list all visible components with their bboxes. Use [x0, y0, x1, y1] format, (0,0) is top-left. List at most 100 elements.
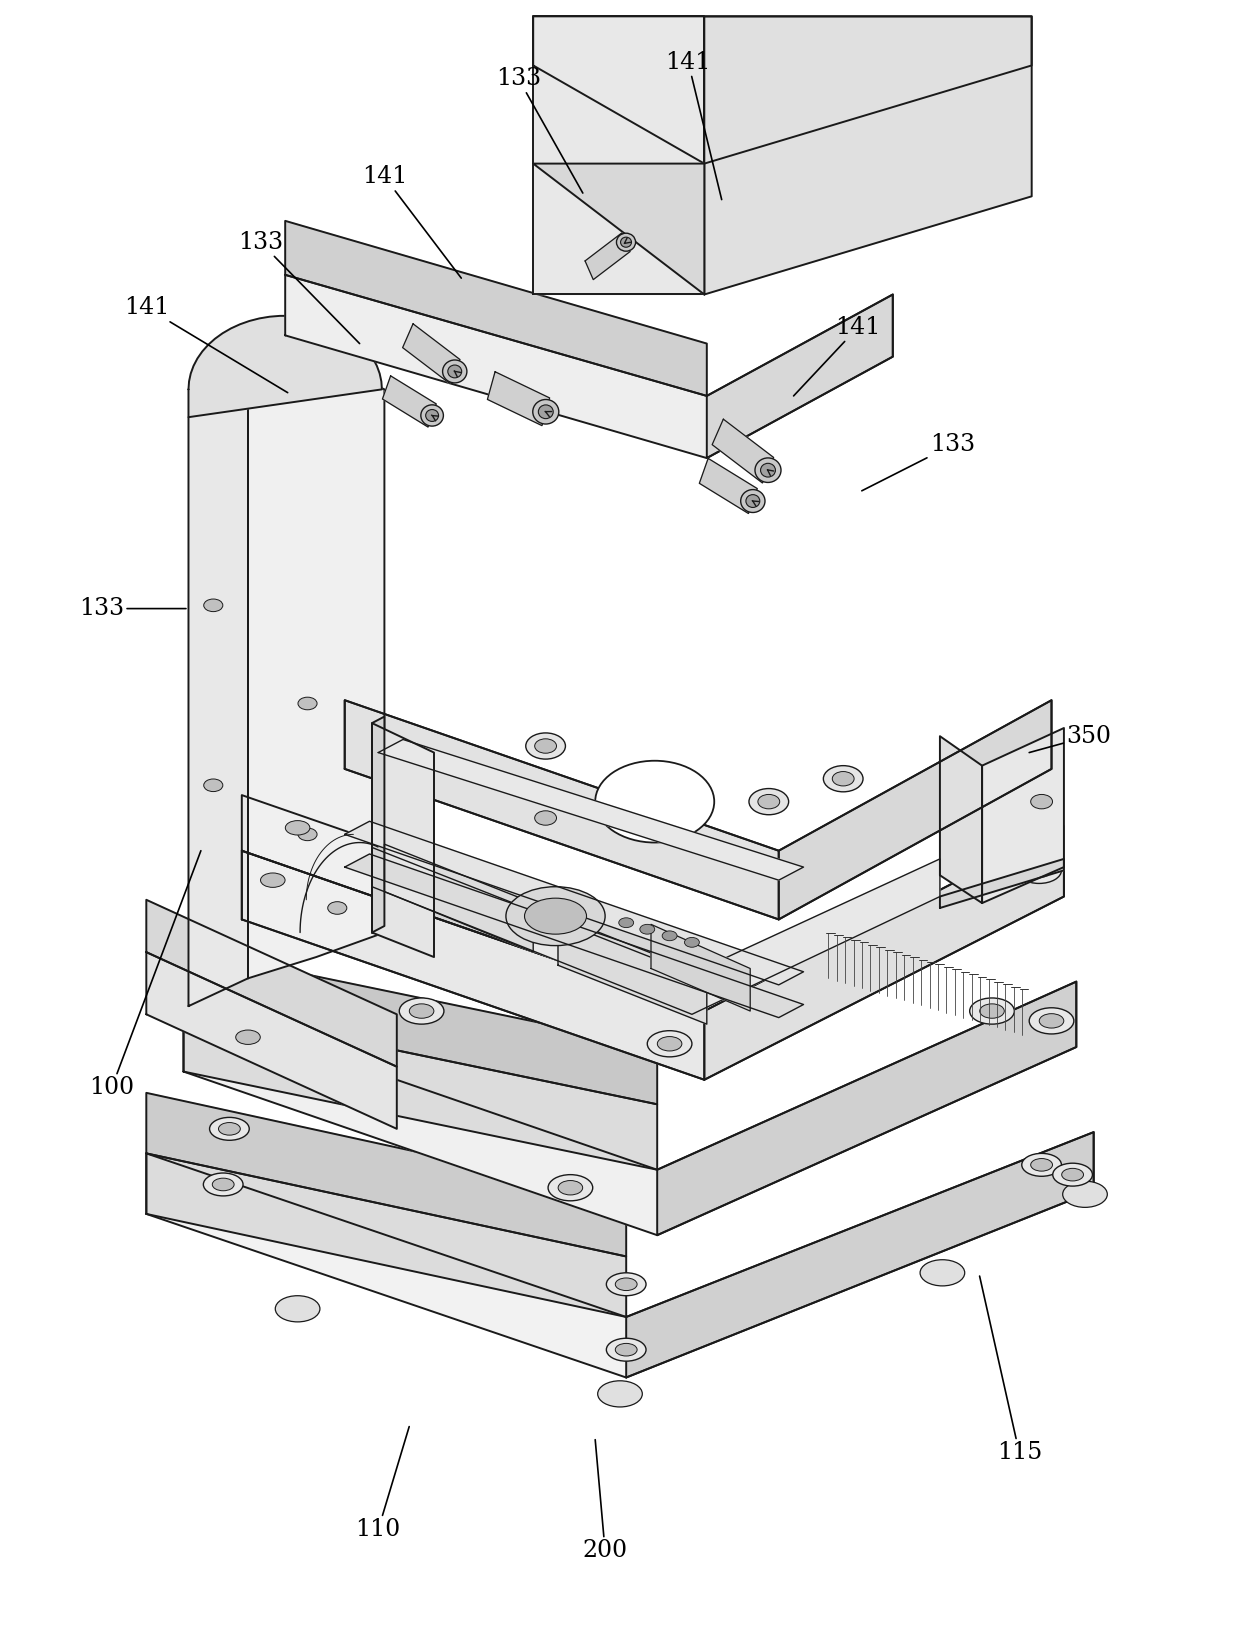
Polygon shape [940, 859, 1064, 908]
Ellipse shape [409, 1005, 434, 1018]
Polygon shape [382, 376, 436, 427]
Ellipse shape [595, 761, 714, 843]
Ellipse shape [196, 774, 231, 797]
Ellipse shape [298, 828, 317, 841]
Polygon shape [533, 16, 704, 294]
Ellipse shape [606, 1338, 646, 1361]
Text: 350: 350 [1029, 725, 1111, 753]
Ellipse shape [250, 867, 295, 893]
Ellipse shape [914, 87, 941, 105]
Ellipse shape [1029, 1008, 1074, 1034]
Polygon shape [940, 736, 982, 903]
Ellipse shape [425, 409, 439, 422]
Ellipse shape [832, 772, 854, 785]
Ellipse shape [420, 404, 444, 425]
Text: 133: 133 [238, 231, 360, 344]
Polygon shape [146, 1153, 626, 1317]
Polygon shape [657, 982, 1076, 1235]
Polygon shape [184, 949, 657, 1104]
Ellipse shape [534, 811, 557, 825]
Polygon shape [345, 700, 1052, 919]
Ellipse shape [236, 1031, 260, 1044]
Ellipse shape [615, 1278, 637, 1291]
Ellipse shape [260, 874, 285, 887]
Ellipse shape [760, 463, 775, 478]
Polygon shape [372, 717, 384, 933]
Polygon shape [699, 458, 758, 514]
Ellipse shape [755, 458, 781, 483]
Polygon shape [704, 16, 1032, 294]
Ellipse shape [903, 147, 952, 180]
Ellipse shape [606, 1273, 646, 1296]
Polygon shape [285, 275, 893, 458]
Ellipse shape [1030, 1158, 1053, 1171]
Ellipse shape [320, 897, 355, 919]
Polygon shape [403, 324, 460, 383]
Ellipse shape [275, 815, 320, 841]
Ellipse shape [203, 1173, 243, 1196]
Polygon shape [707, 294, 893, 458]
Text: 110: 110 [356, 1427, 409, 1541]
Ellipse shape [632, 825, 657, 838]
Polygon shape [533, 16, 1032, 164]
Ellipse shape [226, 1024, 270, 1050]
Polygon shape [248, 357, 384, 978]
Ellipse shape [598, 1381, 642, 1407]
Text: 141: 141 [794, 316, 880, 396]
Polygon shape [712, 419, 774, 483]
Polygon shape [242, 851, 704, 1080]
Polygon shape [345, 821, 804, 985]
Polygon shape [779, 700, 1052, 919]
Polygon shape [558, 916, 707, 1024]
Ellipse shape [615, 1343, 637, 1356]
Ellipse shape [980, 1005, 1004, 1018]
Ellipse shape [1022, 1153, 1061, 1176]
Polygon shape [184, 1006, 657, 1170]
Polygon shape [372, 723, 434, 957]
Text: 200: 200 [583, 1440, 627, 1562]
Ellipse shape [662, 931, 677, 941]
Text: 133: 133 [79, 597, 186, 620]
Ellipse shape [203, 599, 223, 612]
Ellipse shape [619, 918, 634, 928]
Text: 133: 133 [862, 434, 975, 491]
Ellipse shape [1063, 1181, 1107, 1207]
Polygon shape [982, 728, 1064, 903]
Polygon shape [188, 316, 382, 417]
Polygon shape [146, 1093, 626, 1256]
Polygon shape [585, 232, 630, 280]
Ellipse shape [218, 1122, 241, 1135]
Ellipse shape [538, 404, 553, 419]
Ellipse shape [1039, 1014, 1064, 1027]
Ellipse shape [534, 739, 557, 753]
Ellipse shape [600, 51, 640, 80]
Ellipse shape [526, 733, 565, 759]
Ellipse shape [609, 57, 631, 74]
Ellipse shape [1027, 864, 1052, 877]
Ellipse shape [558, 1181, 583, 1194]
Ellipse shape [290, 823, 325, 846]
Text: 141: 141 [124, 296, 288, 393]
Polygon shape [242, 826, 1064, 1080]
Ellipse shape [970, 998, 1014, 1024]
Ellipse shape [448, 365, 461, 378]
Polygon shape [533, 164, 704, 294]
Ellipse shape [1024, 859, 1059, 882]
Ellipse shape [399, 998, 444, 1024]
Ellipse shape [647, 1031, 692, 1057]
Polygon shape [146, 1132, 1094, 1378]
Ellipse shape [525, 898, 587, 934]
Ellipse shape [203, 779, 223, 792]
Text: 100: 100 [89, 851, 201, 1099]
Polygon shape [651, 924, 750, 1011]
Polygon shape [345, 700, 779, 919]
Polygon shape [146, 900, 397, 1067]
Ellipse shape [616, 234, 636, 252]
Polygon shape [378, 739, 804, 880]
Ellipse shape [1022, 789, 1061, 815]
Text: 133: 133 [496, 67, 583, 193]
Polygon shape [285, 221, 707, 396]
Ellipse shape [746, 494, 760, 507]
Polygon shape [188, 389, 248, 1006]
Ellipse shape [920, 1260, 965, 1286]
